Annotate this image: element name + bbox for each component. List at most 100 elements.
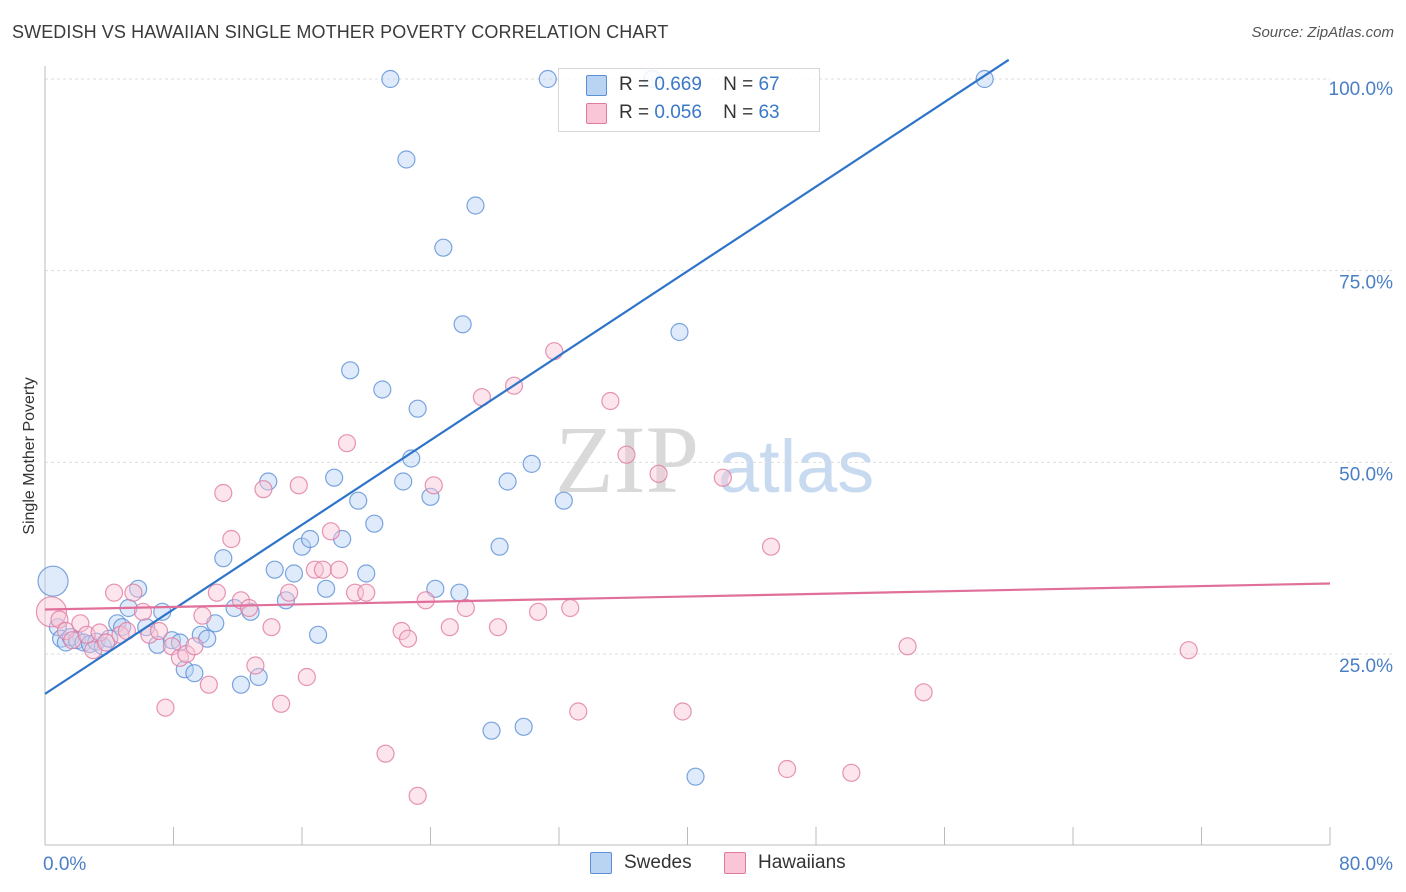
legend-swedes: Swedes <box>590 852 692 874</box>
point-hawaiians <box>199 675 218 694</box>
point-hawaiians <box>761 537 781 556</box>
point-swedes <box>249 667 268 687</box>
point-hawaiians <box>254 480 273 499</box>
point-hawaiians <box>601 391 620 411</box>
point-swedes <box>453 315 472 334</box>
point-swedes <box>185 664 204 683</box>
point-swedes <box>175 660 194 679</box>
point-hawaiians <box>1179 641 1198 660</box>
point-hawaiians <box>124 583 143 602</box>
n-label: N = <box>723 102 754 123</box>
point-swedes <box>686 767 705 786</box>
point-swedes <box>514 717 533 736</box>
point-swedes <box>394 472 413 491</box>
n-label: N = <box>723 74 754 95</box>
y-tick-label: 75.0% <box>1339 273 1393 294</box>
point-hawaiians <box>529 602 548 621</box>
point-hawaiians <box>35 596 68 628</box>
point-hawaiians <box>185 637 204 656</box>
chart-title: SWEDISH VS HAWAIIAN SINGLE MOTHER POVERT… <box>12 22 669 42</box>
point-hawaiians <box>313 560 332 579</box>
point-swedes <box>308 625 328 644</box>
n-value: 67 <box>758 74 780 95</box>
n-value: 63 <box>758 102 780 123</box>
y-tick-label: 100.0% <box>1329 79 1394 100</box>
point-hawaiians <box>149 621 169 641</box>
point-swedes <box>381 69 400 89</box>
point-swedes <box>357 564 376 583</box>
point-swedes <box>341 361 360 380</box>
point-hawaiians <box>90 623 109 642</box>
point-hawaiians <box>96 633 116 652</box>
legend-label-swedes: Swedes <box>624 852 692 873</box>
point-hawaiians <box>239 598 259 618</box>
legend-label-hawaiians: Hawaiians <box>758 852 846 873</box>
point-swedes <box>466 196 485 215</box>
point-swedes <box>265 560 284 579</box>
point-swedes <box>538 69 557 89</box>
point-hawaiians <box>777 759 797 779</box>
x-tick-label: 0.0% <box>43 854 86 875</box>
point-hawaiians <box>545 342 564 361</box>
point-hawaiians <box>321 522 341 541</box>
point-swedes <box>37 565 69 597</box>
point-hawaiians <box>416 591 435 610</box>
watermark-atlas: atlas <box>718 425 874 508</box>
point-hawaiians <box>357 583 376 602</box>
point-hawaiians <box>50 610 69 629</box>
point-hawaiians <box>156 698 175 717</box>
point-hawaiians <box>842 763 861 782</box>
point-swedes <box>522 454 541 473</box>
point-hawaiians <box>133 602 153 621</box>
correlation-stats-box: R = 0.669 N = 67 R = 0.056 N = 63 <box>558 68 820 132</box>
r-label: R = <box>619 74 650 95</box>
point-hawaiians <box>337 434 357 453</box>
point-hawaiians <box>246 656 265 675</box>
point-swedes <box>408 399 427 418</box>
point-hawaiians <box>898 637 917 656</box>
point-hawaiians <box>56 621 75 641</box>
stats-swatch-swedes <box>586 75 607 96</box>
trendline-hawaiians <box>44 582 1331 611</box>
point-hawaiians <box>214 483 233 503</box>
point-hawaiians <box>424 476 443 495</box>
trendline-swedes <box>44 58 1010 695</box>
point-hawaiians <box>289 476 308 495</box>
point-swedes <box>214 549 233 568</box>
point-hawaiians <box>329 560 349 579</box>
point-hawaiians <box>713 468 732 487</box>
point-swedes <box>365 514 384 533</box>
point-swedes <box>490 537 509 556</box>
legend-hawaiians: Hawaiians <box>724 852 846 874</box>
y-tick-label: 25.0% <box>1339 656 1393 677</box>
x-tick-label: 80.0% <box>1339 854 1393 875</box>
stats-swatch-hawaiians <box>586 103 607 124</box>
point-swedes <box>397 150 416 169</box>
point-hawaiians <box>440 618 459 637</box>
point-hawaiians <box>71 614 90 633</box>
point-hawaiians <box>561 598 580 618</box>
point-hawaiians <box>456 598 475 618</box>
point-swedes <box>554 491 573 510</box>
point-hawaiians <box>104 583 124 602</box>
point-swedes <box>498 472 517 491</box>
point-swedes <box>231 675 251 694</box>
point-swedes <box>421 487 440 506</box>
point-hawaiians <box>617 445 636 464</box>
point-swedes <box>450 583 469 602</box>
point-hawaiians <box>193 606 212 625</box>
point-hawaiians <box>408 786 427 805</box>
legend-swatch-hawaiians <box>724 852 746 874</box>
point-hawaiians <box>569 702 588 721</box>
stats-row-hawaiians: R = 0.056 N = 63 <box>619 101 780 125</box>
point-swedes <box>670 322 689 342</box>
point-hawaiians <box>673 702 692 721</box>
source-label: Source: ZipAtlas.com <box>1251 24 1394 41</box>
legend-swatch-swedes <box>590 852 612 874</box>
stats-row-swedes: R = 0.669 N = 67 <box>619 73 780 97</box>
point-hawaiians <box>398 629 418 648</box>
point-swedes <box>284 564 304 583</box>
point-hawaiians <box>376 744 395 763</box>
point-swedes <box>373 380 392 399</box>
